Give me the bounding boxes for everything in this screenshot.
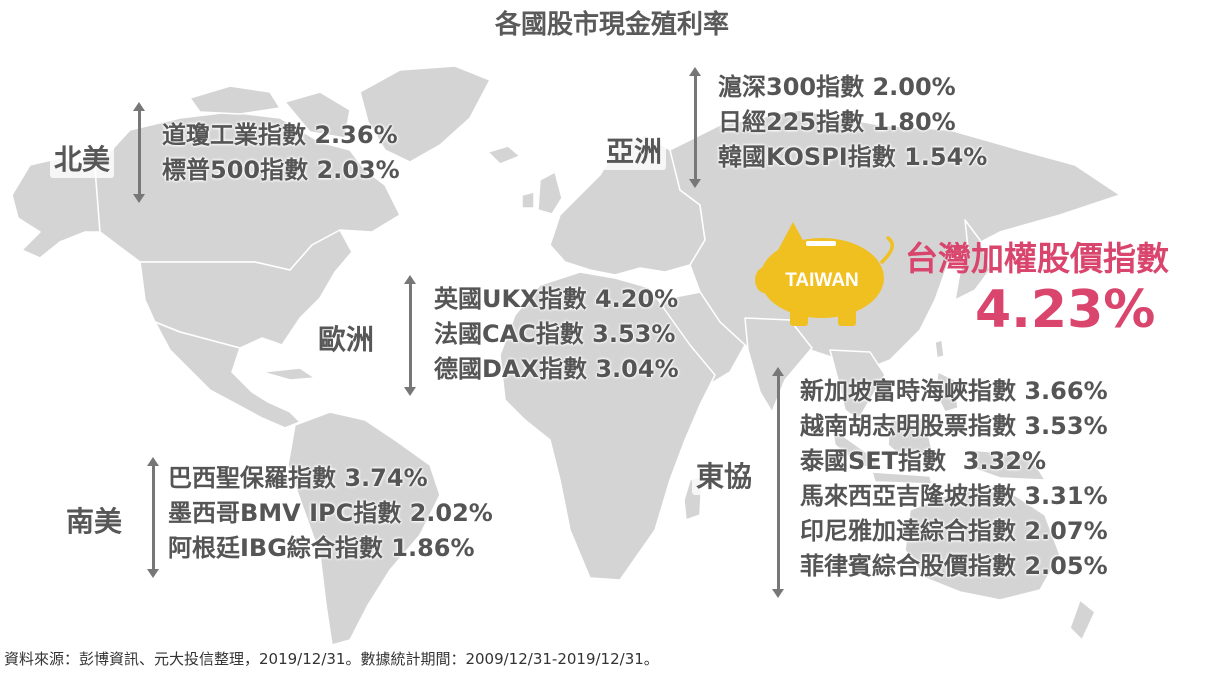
africa-shape (499, 271, 716, 581)
list-item: 巴西聖保羅指數 3.74% (168, 464, 428, 492)
philippines-shape (934, 371, 959, 413)
list-item: 墨西哥BMV IPC指數 2.02% (168, 499, 493, 527)
region-label-south-america: 南美 (62, 500, 127, 540)
arctic-islands-shape (189, 85, 281, 115)
mexico-shape (154, 321, 301, 429)
taiwan-island-shape (934, 339, 945, 359)
baffin-island-shape (284, 91, 351, 139)
north-america-bracket (133, 102, 145, 203)
uk-shape (537, 171, 563, 215)
borneo-shape (887, 417, 933, 461)
europe-bracket (404, 275, 416, 396)
cuba-shape (261, 367, 316, 381)
list-item: 滬深300指數 2.00% (718, 73, 956, 101)
list-item: 印尼雅加達綜合指數 2.07% (800, 517, 1108, 545)
region-label-north-america: 北美 (50, 138, 115, 178)
list-item: 馬來西亞吉隆坡指數 3.31% (800, 482, 1108, 510)
europe-list: 英國UKX指數 4.20% 法國CAC指數 3.53% 德國DAX指數 3.04… (434, 282, 679, 387)
list-item: 韓國KOSPI指數 1.54% (718, 143, 988, 171)
south-america-list: 巴西聖保羅指數 3.74% 墨西哥BMV IPC指數 2.02% 阿根廷IBG綜… (168, 461, 493, 566)
list-item: 菲律賓綜合股價指數 2.05% (800, 552, 1108, 580)
new-guinea-shape (969, 449, 1046, 481)
taiwan-index-name: 台灣加權股價指數 (905, 239, 1169, 278)
ireland-shape (521, 191, 535, 209)
taiwan-index-value: 4.23% (975, 280, 1156, 340)
list-item: 新加坡富時海峽指數 3.66% (800, 377, 1108, 405)
piggy-bank-icon (755, 222, 894, 326)
asia-bracket (689, 67, 701, 188)
region-label-asia: 亞洲 (602, 130, 667, 170)
sumatra-shape (831, 427, 881, 469)
page-title: 各國股市現金殖利率 (494, 10, 729, 40)
list-item: 阿根廷IBG綜合指數 1.86% (168, 534, 475, 562)
list-item: 道瓊工業指數 2.36% (162, 121, 398, 149)
greenland-shape (359, 65, 491, 163)
list-item: 英國UKX指數 4.20% (434, 285, 679, 313)
taiwan-badge: TAIWAN (785, 270, 859, 291)
south-america-bracket (147, 457, 159, 578)
japan-shape (954, 219, 991, 301)
indochina-shape (829, 349, 886, 421)
list-item: 越南胡志明股票指數 3.53% (800, 412, 1108, 440)
region-label-asean: 東協 (692, 455, 757, 495)
list-item: 德國DAX指數 3.04% (434, 355, 679, 383)
region-label-europe: 歐洲 (314, 318, 379, 358)
north-america-list: 道瓊工業指數 2.36% 標普500指數 2.03% (162, 118, 400, 188)
australia-shape (904, 489, 1061, 601)
asia-list: 滬深300指數 2.00% 日經225指數 1.80% 韓國KOSPI指數 1.… (718, 70, 987, 175)
list-item: 日經225指數 1.80% (718, 108, 956, 136)
source-note: 資料來源：彭博資訊、元大投信整理，2019/12/31。數據統計期間：2009/… (4, 650, 659, 668)
south-america-shape (287, 411, 441, 646)
asean-list: 新加坡富時海峽指數 3.66% 越南胡志明股票指數 3.53% 泰國SET指數 … (800, 374, 1108, 584)
list-item: 法國CAC指數 3.53% (434, 320, 676, 348)
list-item: 標普500指數 2.03% (162, 156, 400, 184)
new-zealand-shape (1069, 599, 1096, 641)
java-shape (871, 471, 933, 485)
asean-bracket (772, 367, 784, 598)
iceland-shape (487, 145, 521, 165)
list-item: 泰國SET指數 3.32% (800, 447, 1047, 475)
